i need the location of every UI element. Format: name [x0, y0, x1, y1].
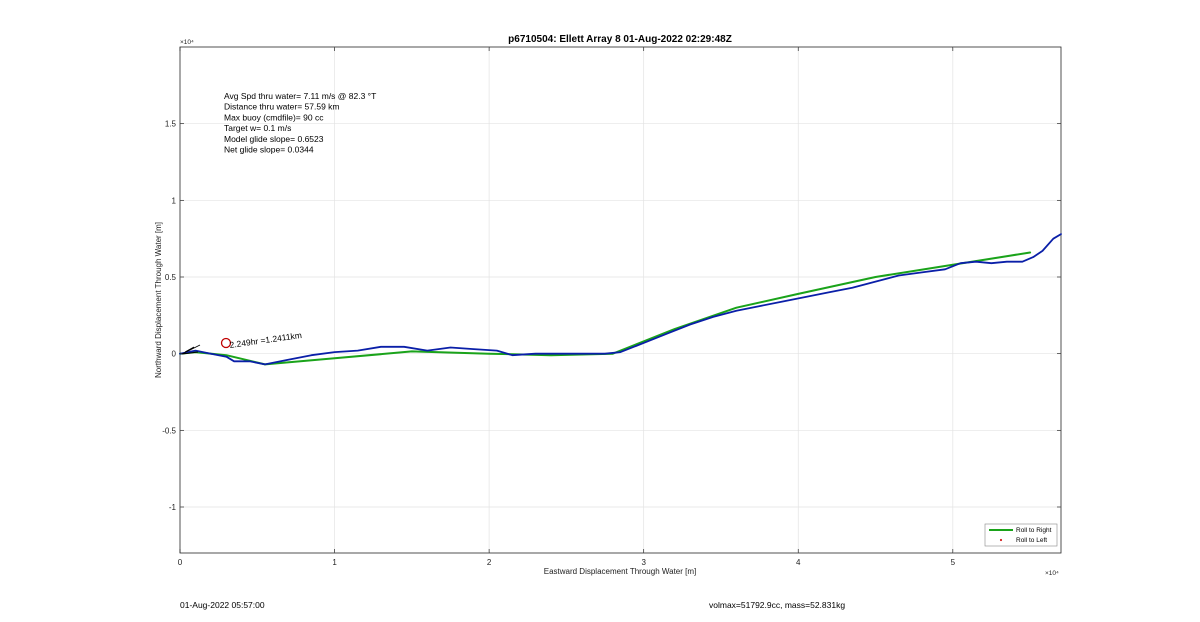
legend-label-left: Roll to Left: [1016, 537, 1047, 544]
y-tick-label: 0.5: [165, 273, 177, 282]
y-tick-label: -0.5: [162, 426, 176, 435]
y-tick-label: 0: [172, 350, 177, 359]
stats-block: Avg Spd thru water= 7.11 m/s @ 82.3 °TDi…: [224, 91, 376, 155]
start-arrow: [181, 344, 201, 355]
x-tick-label: 5: [951, 558, 956, 567]
plot-area: [179, 46, 1062, 554]
tick-layer: 0 1 2 3 4 5 -1 -0.5 0 0.5 1 1.5: [162, 47, 1061, 567]
y-tick-label: -1: [169, 503, 177, 512]
start-marker: [220, 337, 232, 349]
y-tick-label: 1.5: [165, 120, 177, 129]
stats-line: Target w= 0.1 m/s: [224, 123, 291, 133]
series-line-0: [179, 251, 1032, 366]
footer-date: 01-Aug-2022 05:57:00: [180, 600, 265, 610]
stats-line: Distance thru water= 57.59 km: [224, 102, 340, 112]
series-line-1: [179, 233, 1062, 366]
legend: Roll to Right Roll to Left: [984, 523, 1058, 547]
x-tick-label: 4: [796, 558, 801, 567]
y-axis-label: Northward Displacement Through Water [m]: [154, 222, 163, 378]
legend-label-right: Roll to Right: [1016, 527, 1052, 534]
y-exponent-label: ×10⁴: [180, 39, 194, 46]
stats-line: Net glide slope= 0.0344: [224, 145, 314, 155]
grid-lines: [180, 47, 1061, 553]
legend-swatch-left: [999, 538, 1003, 542]
x-axis-label: Eastward Displacement Through Water [m]: [544, 567, 697, 576]
x-exponent-label: ×10⁴: [1045, 570, 1059, 577]
y-tick-label: 1: [172, 196, 177, 205]
series-layer: [179, 233, 1062, 366]
x-tick-label: 0: [178, 558, 183, 567]
x-tick-label: 1: [332, 558, 337, 567]
stats-line: Model glide slope= 0.6523: [224, 134, 324, 144]
footer-volmax: volmax=51792.9cc, mass=52.831kg: [709, 600, 845, 610]
stats-line: Max buoy (cmdfile)= 90 cc: [224, 112, 324, 122]
x-tick-label: 3: [641, 558, 646, 567]
stats-line: Avg Spd thru water= 7.11 m/s @ 82.3 °T: [224, 91, 376, 101]
chart-title: p6710504: Ellett Array 8 01-Aug-2022 02:…: [508, 34, 732, 45]
x-tick-label: 2: [487, 558, 492, 567]
